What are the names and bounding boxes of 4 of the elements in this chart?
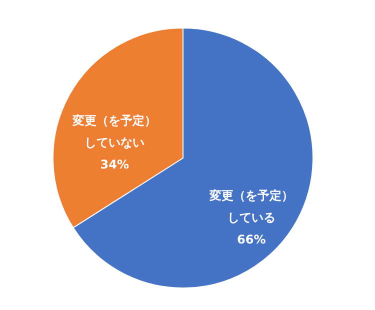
data-label: 66%	[236, 232, 266, 247]
slice-label: 変更（を予定）していない	[72, 113, 157, 150]
data-label: 34%	[100, 157, 130, 172]
slice-label: 変更（を予定）している	[208, 188, 294, 225]
